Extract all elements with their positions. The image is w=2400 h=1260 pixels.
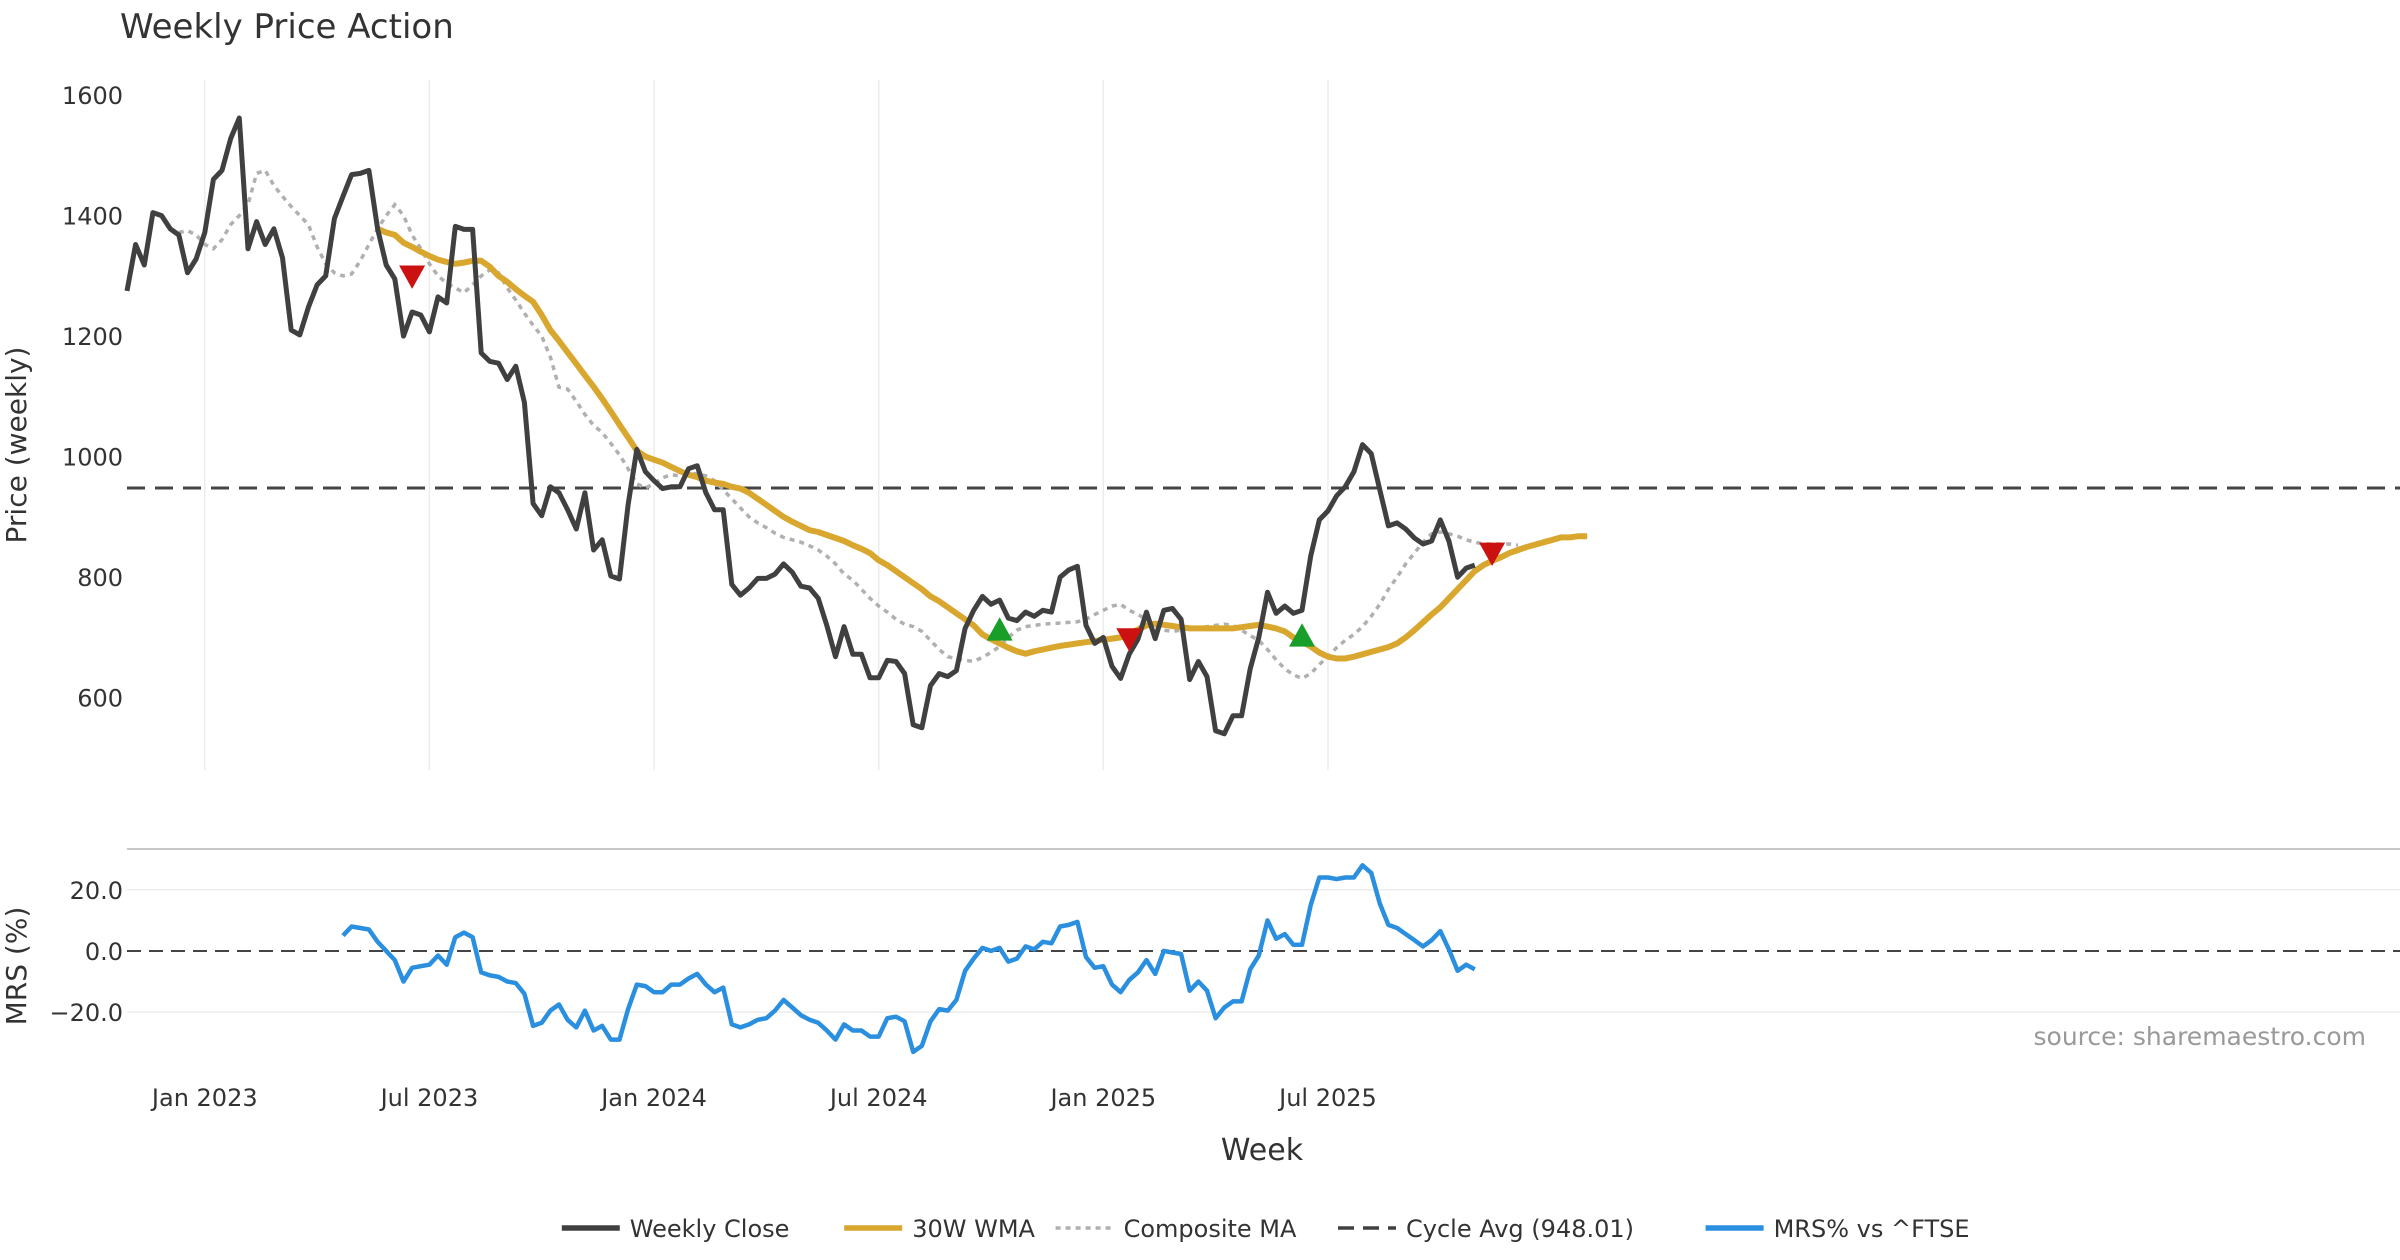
mrs-y-tick-label: 0.0 — [85, 938, 123, 966]
legend-item: Cycle Avg (948.01) — [1338, 1215, 1634, 1243]
price-y-tick-label: 800 — [77, 564, 123, 592]
mrs-y-tick-labels: −20.0 0.0 20.0 — [49, 877, 123, 1027]
x-tick-label: Jan 2023 — [150, 1084, 258, 1112]
source-note: source: sharemaestro.com — [2034, 1022, 2367, 1051]
x-tick-label: Jan 2025 — [1048, 1084, 1156, 1112]
x-tick-label: Jul 2023 — [379, 1084, 479, 1112]
legend-item: MRS% vs ^FTSE — [1705, 1215, 1970, 1243]
mrs-y-tick-label: 20.0 — [70, 877, 123, 905]
wma-30w-line — [376, 226, 1588, 662]
legend-label: Cycle Avg (948.01) — [1406, 1215, 1634, 1243]
price-y-tick-label: 1000 — [62, 444, 123, 472]
legend-label: 30W WMA — [912, 1215, 1035, 1243]
mrs-y-axis-label: MRS (%) — [0, 907, 33, 1026]
x-tick-label: Jul 2024 — [828, 1084, 928, 1112]
x-tick-label: Jan 2024 — [599, 1084, 707, 1112]
legend-item: Composite MA — [1055, 1215, 1297, 1243]
sell-signal-marker — [399, 265, 426, 289]
price-vertical-grid — [204, 80, 1329, 770]
price-y-tick-label: 1400 — [62, 203, 123, 231]
price-y-axis-label: Price (weekly) — [0, 347, 33, 544]
x-axis-label: Week — [1221, 1133, 1304, 1168]
buy-signal-marker — [986, 617, 1013, 641]
weekly-close-line — [124, 115, 1476, 737]
price-y-tick-label: 600 — [77, 685, 123, 713]
sell-signal-marker — [1479, 542, 1506, 567]
price-y-tick-labels: 600 800 1000 1200 1400 1600 — [62, 82, 123, 713]
mrs-panel: −20.0 0.0 20.0 MRS (%) source: sharemaestr… — [0, 863, 2400, 1055]
legend: Weekly Close 30W WMA Composite MA Cycle Avg… — [561, 1215, 1970, 1243]
price-panel: 600 800 1000 1200 1400 1600 Price (weekly) — [0, 80, 2400, 770]
legend-item: 30W WMA — [844, 1215, 1036, 1243]
mrs-line — [341, 863, 1476, 1055]
buy-signal-marker — [1289, 623, 1316, 647]
price-y-tick-label: 1600 — [62, 82, 123, 110]
legend-item: Weekly Close — [561, 1215, 790, 1243]
chart-title: Weekly Price Action — [120, 7, 454, 47]
legend-label: Composite MA — [1124, 1215, 1297, 1243]
legend-label: Weekly Close — [630, 1215, 790, 1243]
composite-ma-line — [178, 168, 1519, 681]
x-tick-labels: Jan 2023 Jul 2023 Jan 2024 Jul 2024 Jan 2025… — [150, 1084, 1377, 1112]
price-y-tick-label: 1200 — [62, 323, 123, 351]
mrs-horizontal-grid — [127, 889, 2400, 1013]
mrs-y-tick-label: −20.0 — [49, 999, 123, 1027]
signal-markers — [399, 265, 1506, 652]
x-tick-label: Jul 2025 — [1277, 1084, 1377, 1112]
legend-label: MRS% vs ^FTSE — [1774, 1215, 1970, 1243]
sell-signal-marker — [1116, 628, 1143, 652]
